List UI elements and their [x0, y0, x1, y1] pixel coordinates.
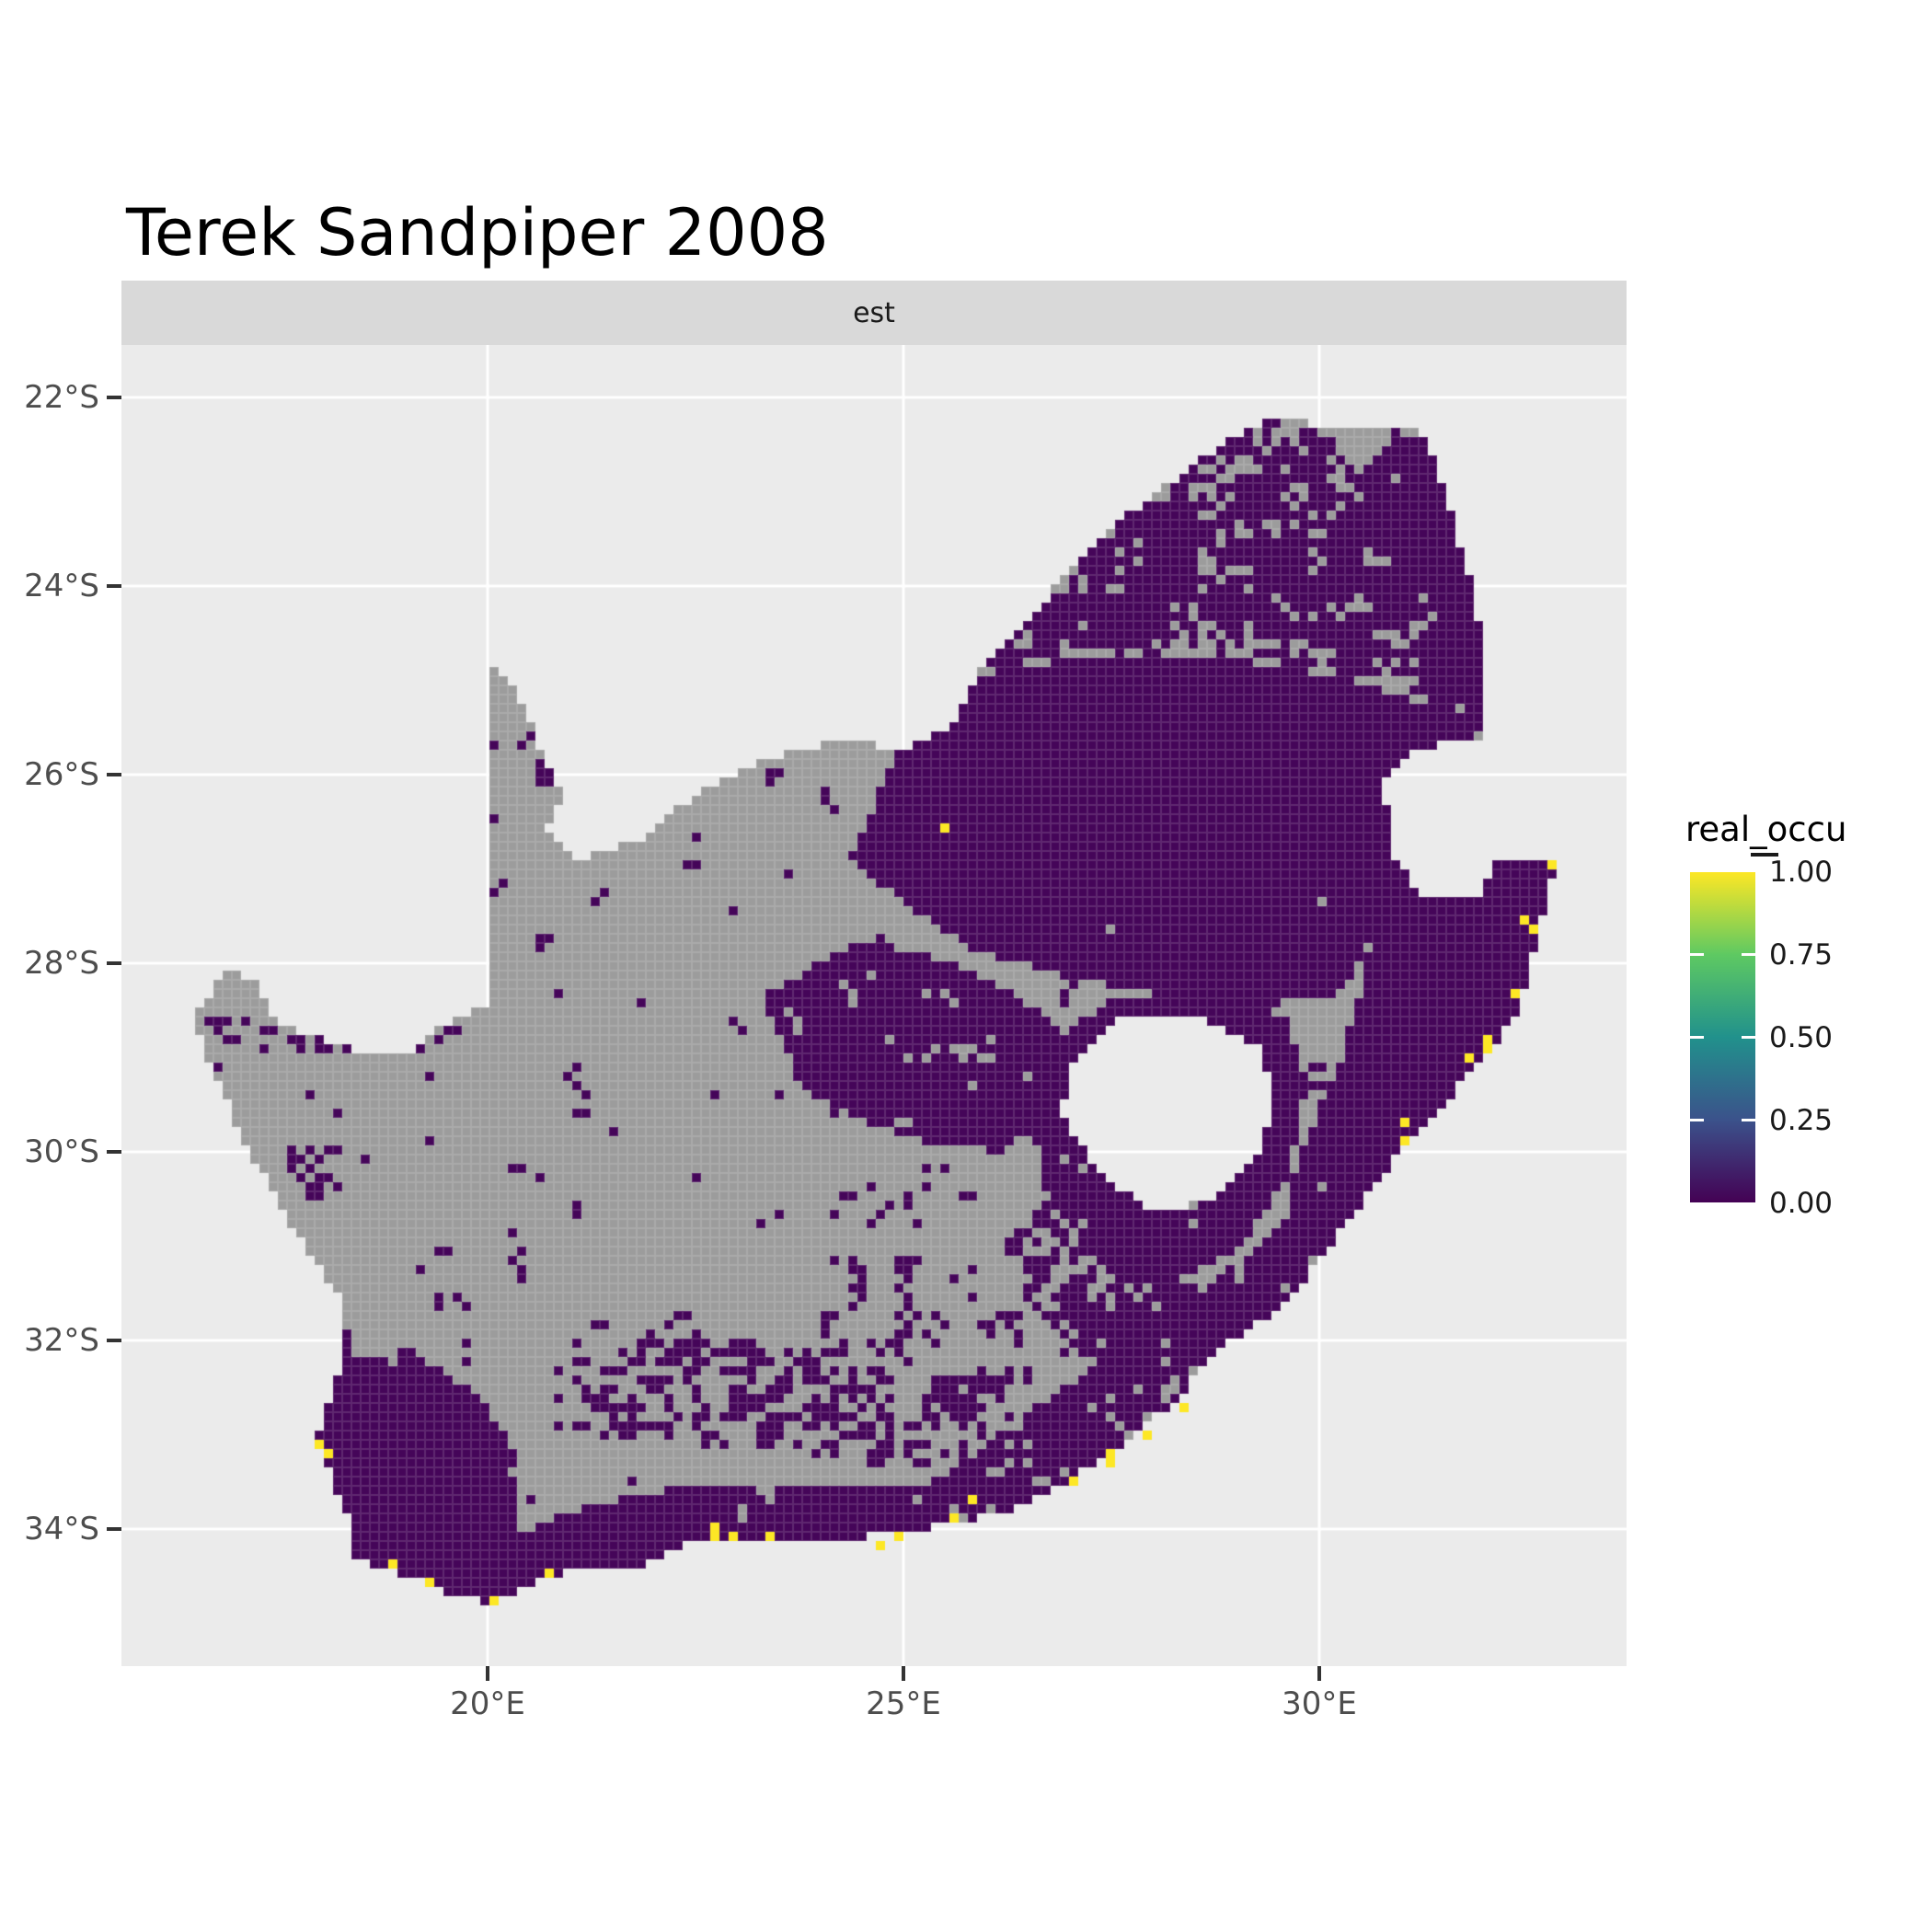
legend-label: 0.50 [1769, 1021, 1834, 1054]
map-raster-canvas [121, 345, 1627, 1666]
y-tick-mark [107, 396, 121, 399]
legend-bar-tick [1742, 1036, 1755, 1039]
plot-panel [121, 345, 1627, 1666]
y-axis-label: 34°S [24, 1511, 99, 1547]
y-tick-mark [107, 584, 121, 588]
legend-bar-tick [1690, 953, 1704, 956]
x-tick-mark [486, 1666, 489, 1681]
facet-strip-label: est [853, 296, 895, 329]
y-axis-label: 30°S [24, 1133, 99, 1170]
x-axis-label: 30°E [1282, 1685, 1357, 1722]
y-axis-label: 22°S [24, 379, 99, 416]
legend-label: 0.00 [1769, 1187, 1834, 1220]
x-axis-label: 20°E [450, 1685, 525, 1722]
y-axis-label: 28°S [24, 945, 99, 982]
x-tick-mark [1317, 1666, 1321, 1681]
facet-strip: est [121, 281, 1627, 345]
legend: real_occu 1.00 0.75 0.50 0.25 0.00 [1685, 810, 1925, 1218]
legend-bar-tick [1742, 1119, 1755, 1121]
y-tick-mark [107, 961, 121, 965]
legend-bar-tick [1742, 953, 1755, 956]
x-tick-mark [902, 1666, 905, 1681]
legend-tick-mark [1751, 853, 1778, 857]
y-tick-mark [107, 1527, 121, 1531]
y-tick-mark [107, 773, 121, 776]
y-axis-label: 26°S [24, 756, 99, 793]
x-axis-label: 25°E [866, 1685, 941, 1722]
legend-label: 1.00 [1769, 856, 1834, 889]
legend-label: 0.75 [1769, 938, 1834, 972]
y-axis-label: 32°S [24, 1322, 99, 1359]
y-tick-mark [107, 1150, 121, 1154]
legend-label: 0.25 [1769, 1104, 1834, 1137]
legend-bar-tick [1690, 1119, 1704, 1121]
legend-title: real_occu [1685, 810, 1847, 849]
legend-bar-tick [1690, 1036, 1704, 1039]
y-tick-mark [107, 1339, 121, 1342]
y-axis-label: 24°S [24, 568, 99, 604]
plot-title: Terek Sandpiper 2008 [126, 195, 829, 270]
